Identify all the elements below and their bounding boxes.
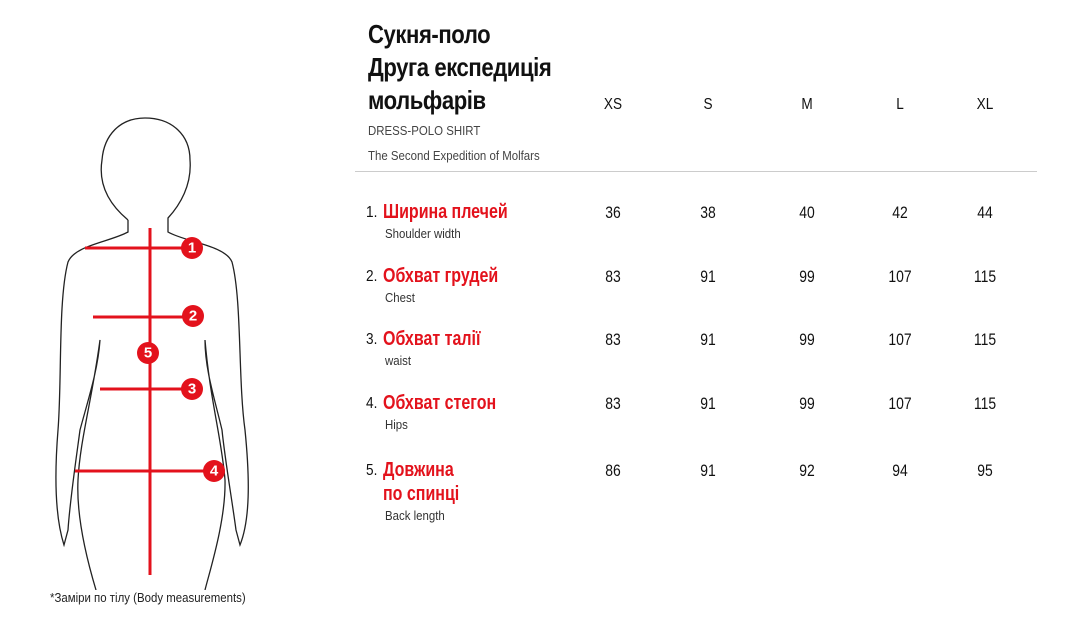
footnote: *Заміри по тілу (Body measurements) [50, 590, 246, 605]
row-number: 2. [366, 268, 378, 285]
row-name: Довжина по спинці [383, 458, 459, 506]
size-value: 91 [700, 330, 716, 349]
row-english: Chest [385, 290, 415, 305]
silhouette [55, 117, 249, 590]
marker-label: 2 [189, 308, 197, 325]
marker-circle [182, 305, 204, 327]
row-english: Hips [385, 417, 408, 432]
row-name: Ширина плечей [383, 200, 508, 224]
size-value: 38 [700, 203, 716, 222]
size-value: 83 [605, 267, 621, 286]
size-header: L [896, 96, 904, 113]
marker-circle [181, 237, 203, 259]
row-name: Обхват талії [383, 327, 480, 351]
size-value: 99 [799, 267, 815, 286]
size-header: M [801, 96, 813, 113]
row-name-line: Обхват грудей [383, 265, 499, 287]
row-number: 5. [366, 462, 378, 479]
row-name-line: Обхват талії [383, 328, 481, 350]
size-value: 115 [973, 267, 997, 286]
marker-label: 1 [188, 240, 196, 257]
size-value: 44 [977, 203, 993, 222]
size-value: 91 [700, 461, 716, 480]
size-value: 107 [888, 330, 912, 349]
row-number: 4. [366, 395, 378, 412]
size-value: 91 [700, 267, 716, 286]
size-value: 115 [973, 394, 997, 413]
body-figure: 1 2 3 4 5 [55, 117, 249, 590]
row-number: 3. [366, 331, 378, 348]
size-value: 107 [888, 267, 912, 286]
size-value: 83 [605, 394, 621, 413]
title-line: мольфарів [368, 85, 486, 115]
size-value: 86 [605, 461, 621, 480]
row-number: 1. [366, 204, 378, 221]
size-value: 91 [700, 394, 716, 413]
row-name-line: по спинці [383, 483, 460, 505]
marker-label: 3 [188, 381, 196, 398]
size-value: 115 [973, 330, 997, 349]
row-english: Shoulder width [385, 226, 461, 241]
marker-label: 4 [210, 463, 219, 480]
size-value: 83 [605, 330, 621, 349]
row-name-line: Довжина [383, 459, 454, 481]
size-header: XS [603, 96, 623, 113]
size-value: 40 [799, 203, 815, 222]
row-english: Back length [385, 508, 445, 523]
title: Сукня-поло Друга експедиція мольфарів [368, 18, 552, 117]
title-line: Друга експедиція [368, 52, 552, 82]
size-value: 99 [799, 330, 815, 349]
row-name-line: Обхват стегон [383, 392, 497, 414]
marker-circle [181, 378, 203, 400]
size-value: 99 [799, 394, 815, 413]
title-line: Сукня-поло [368, 19, 491, 49]
row-name: Обхват стегон [383, 391, 496, 415]
row-name-line: Ширина плечей [383, 201, 508, 223]
size-value: 95 [977, 461, 993, 480]
marker-label: 5 [144, 345, 152, 362]
measure-lines [75, 228, 214, 575]
marker-circle [137, 342, 159, 364]
divider [355, 171, 1037, 172]
size-value: 94 [892, 461, 908, 480]
size-value: 107 [888, 394, 912, 413]
row-english: waist [385, 353, 412, 368]
size-header: XL [976, 96, 994, 113]
subtitle: DRESS-POLO SHIRT [368, 123, 481, 138]
size-value: 42 [892, 203, 908, 222]
row-name: Обхват грудей [383, 264, 498, 288]
size-header: S [703, 96, 713, 113]
size-value: 92 [799, 461, 815, 480]
subtitle: The Second Expedition of Molfars [368, 148, 540, 163]
size-value: 36 [605, 203, 621, 222]
marker-circle [203, 460, 225, 482]
